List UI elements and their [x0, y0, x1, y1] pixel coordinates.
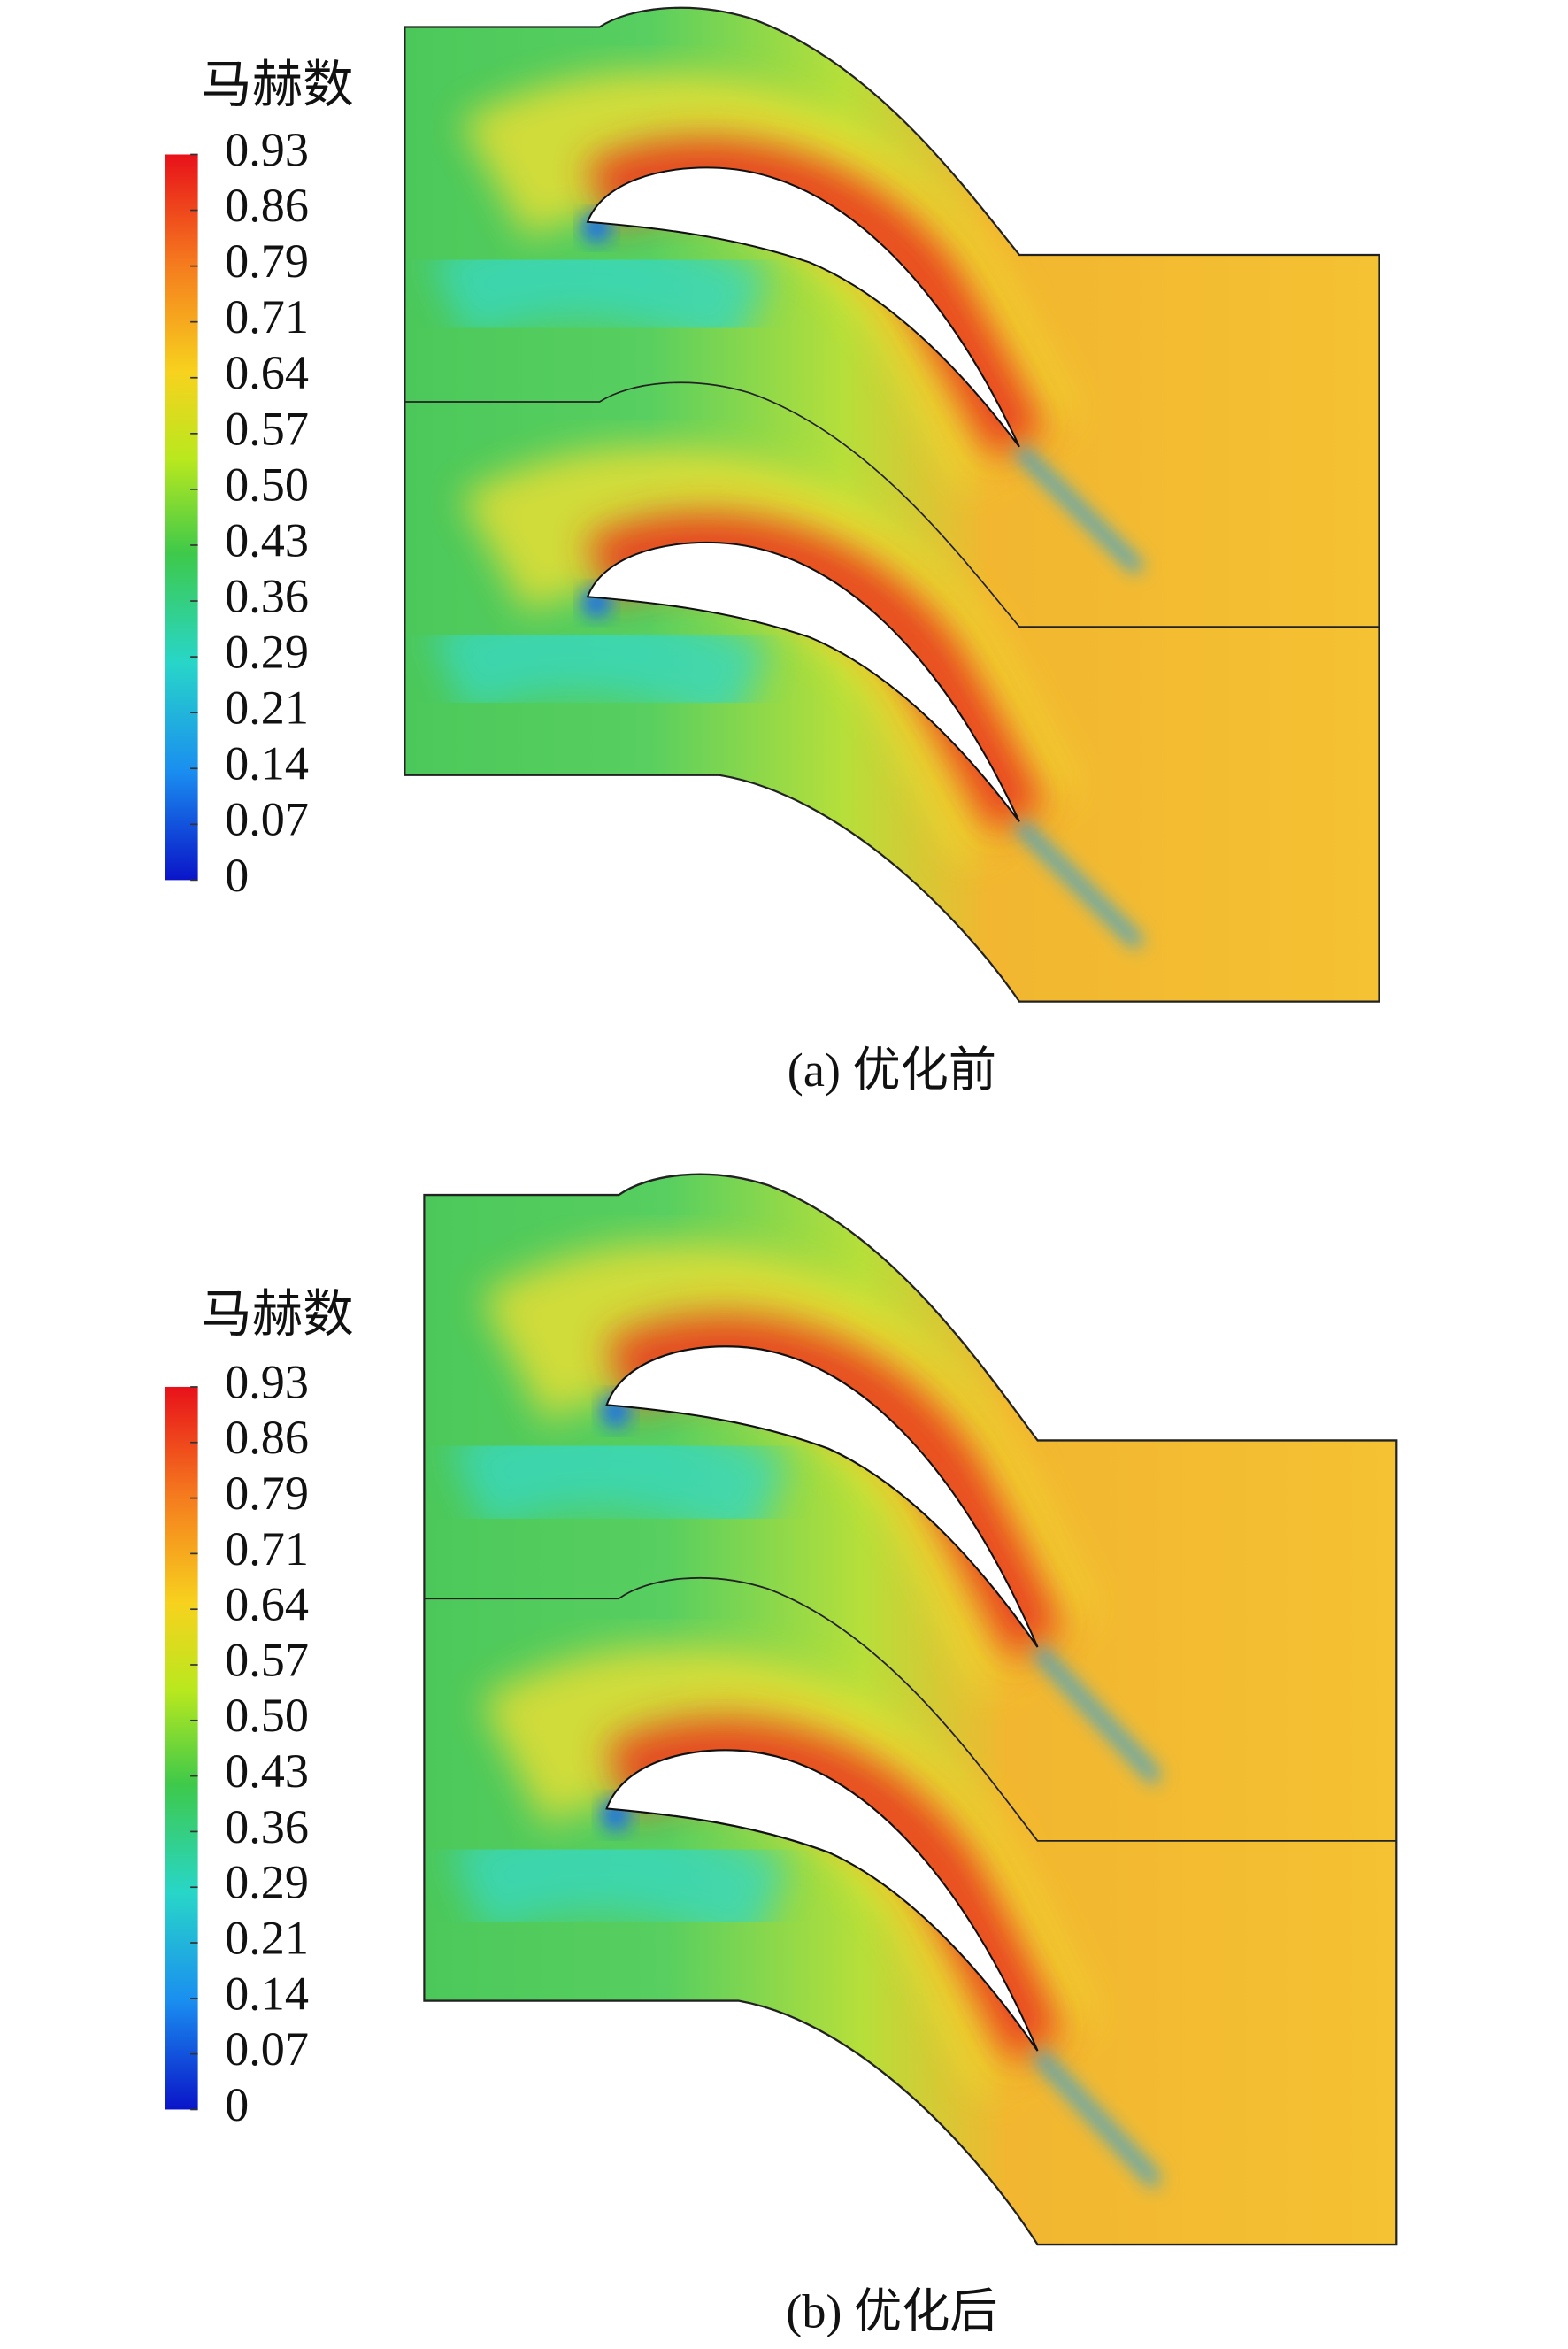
colorbar-label: 0.29 [225, 1856, 309, 1909]
colorbar-label: 0.50 [225, 458, 309, 511]
colorbar-label: 0 [225, 2078, 249, 2131]
colorbar-label: 0.93 [225, 1355, 309, 1408]
colorbar-label: 0.79 [225, 235, 309, 288]
colorbar-label: 0.43 [225, 1744, 309, 1798]
colorbar-label: 0.29 [225, 626, 309, 679]
colorbar-label: 0.36 [225, 1800, 309, 1853]
colorbar-label: 0.64 [225, 346, 309, 399]
legend-title: 马赫数 [201, 58, 354, 113]
colorbar-label: 0.07 [225, 2022, 309, 2076]
colorbar-label: 0.50 [225, 1689, 309, 1742]
colorbar-label: 0.07 [225, 793, 309, 846]
colorbar-label: 0.21 [225, 1911, 309, 1964]
colorbar-label: 0.14 [225, 737, 309, 790]
colorbar-label: 0.64 [225, 1578, 309, 1631]
colorbar-label: 0.57 [225, 402, 309, 455]
contour-plot [409, 1166, 1411, 2264]
caption: (a) 优化前 [788, 1044, 996, 1097]
colorbar-label: 0.57 [225, 1633, 309, 1686]
colorbar [165, 154, 198, 881]
colorbar-label: 0.79 [225, 1467, 309, 1520]
colorbar-label: 0.21 [225, 682, 309, 735]
caption: (b) 优化后 [786, 2285, 997, 2338]
colorbar-label: 0.71 [225, 290, 309, 343]
colorbar-label: 0.93 [225, 123, 309, 176]
colorbar-label: 0 [225, 849, 249, 902]
colorbar [165, 1386, 198, 2110]
colorbar-label: 0.86 [225, 179, 309, 232]
colorbar-label: 0.71 [225, 1522, 309, 1575]
colorbar-label: 0.14 [225, 1967, 309, 2020]
colorbar-label: 0.86 [225, 1411, 309, 1464]
colorbar-label: 0.43 [225, 513, 309, 566]
contour-plot [389, 0, 1394, 1020]
legend-title: 马赫数 [201, 1287, 354, 1343]
panel: 马赫数0.930.860.790.710.640.570.500.430.360… [165, 1166, 1411, 2338]
panel: 马赫数0.930.860.790.710.640.570.500.430.360… [165, 0, 1394, 1097]
colorbar-label: 0.36 [225, 569, 309, 622]
